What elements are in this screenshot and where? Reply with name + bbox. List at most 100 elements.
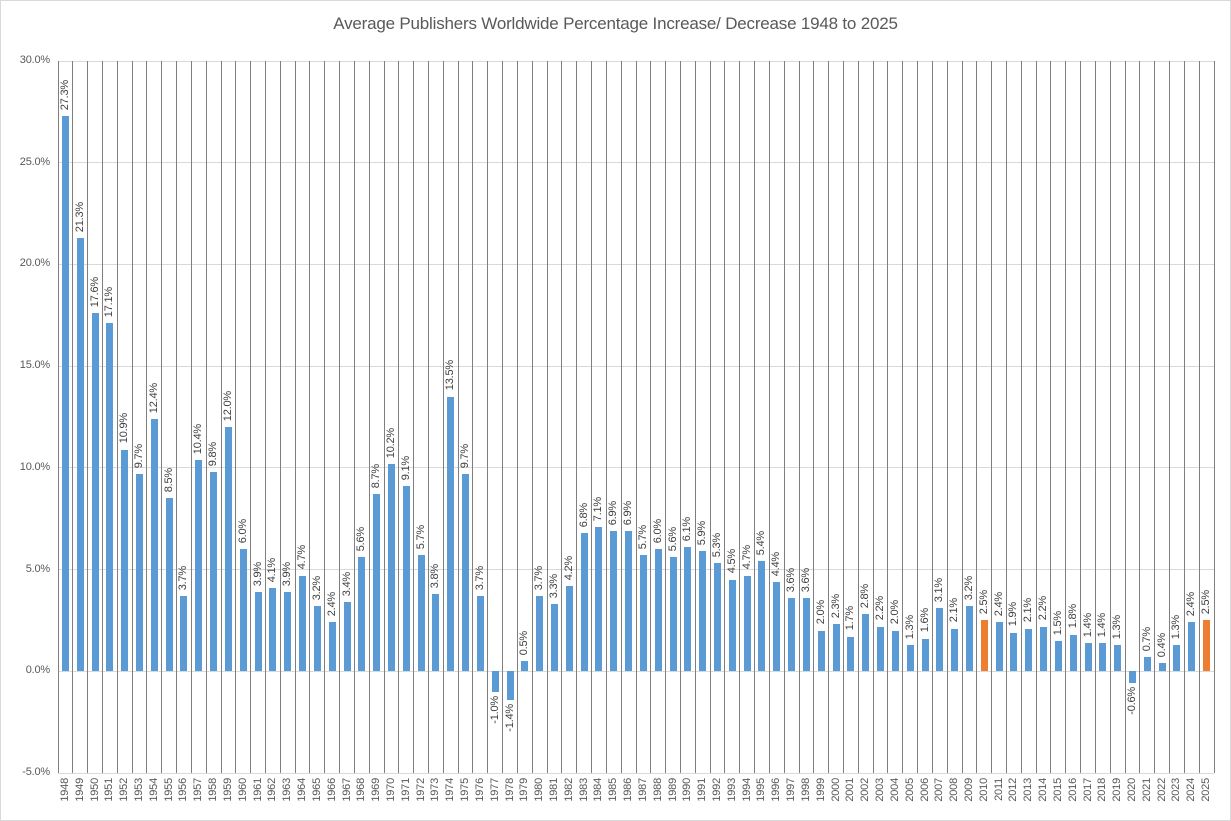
bar-value-label: 5.6%: [355, 527, 368, 552]
bar-2015: [1054, 640, 1062, 672]
gridline-vertical: [413, 61, 415, 773]
x-axis-tick-label: 2009: [962, 778, 975, 802]
bar-value-label: 2.4%: [992, 592, 1005, 617]
gridline-vertical: [650, 61, 652, 773]
x-axis-tick-label: 1969: [370, 778, 383, 802]
x-axis-tick-label: 1983: [577, 778, 590, 802]
bar-2007: [936, 608, 944, 672]
bar-2010: [980, 620, 988, 672]
bar-value-label: 2.0%: [814, 600, 827, 625]
bar-value-label: 10.9%: [118, 413, 131, 444]
bar-2016: [1069, 634, 1077, 672]
gridline-vertical: [946, 61, 948, 773]
bar-2019: [1114, 644, 1122, 672]
x-axis-tick-label: 1978: [503, 778, 516, 802]
gridline-vertical: [605, 61, 607, 773]
x-axis-tick-label: 2007: [933, 778, 946, 802]
gridline-vertical: [976, 61, 978, 773]
x-axis-tick-label: 1997: [785, 778, 798, 802]
x-axis-tick-label: 2003: [874, 778, 887, 802]
x-axis-tick-label: 1951: [103, 778, 116, 802]
y-axis-tick-label: -5.0%: [22, 766, 50, 778]
bar-value-label: 1.4%: [1081, 612, 1094, 637]
bar-1993: [728, 579, 736, 672]
x-axis-tick-label: 2011: [992, 778, 1005, 801]
gridline-vertical: [1198, 61, 1200, 773]
bar-1966: [328, 622, 336, 672]
bar-2000: [832, 624, 840, 672]
gridline-vertical: [220, 61, 222, 773]
x-axis-tick-label: 2024: [1185, 778, 1198, 802]
x-axis-tick-label: 1966: [325, 778, 338, 802]
bar-1948: [61, 115, 69, 672]
bar-value-label: 3.7%: [177, 565, 190, 591]
x-axis-tick-label: 1958: [207, 778, 220, 802]
bar-2020: [1128, 671, 1136, 684]
bar-value-label: 8.7%: [370, 464, 383, 489]
x-axis-tick-label: 1965: [310, 778, 323, 802]
bar-1990: [684, 547, 692, 672]
bar-2002: [862, 614, 870, 672]
x-axis-tick-label: 1993: [725, 778, 738, 802]
x-axis-tick-label: 2022: [1155, 778, 1168, 802]
bar-2014: [1040, 626, 1048, 672]
gridline-vertical: [116, 61, 118, 773]
bar-2003: [877, 626, 885, 672]
bar-value-label: 5.7%: [414, 525, 427, 550]
bar-2024: [1188, 622, 1196, 672]
bar-value-label: 2.0%: [888, 600, 901, 625]
x-axis-tick-label: 1989: [666, 778, 679, 802]
bar-value-label: 9.8%: [207, 441, 220, 466]
bar-value-label: 3.9%: [251, 561, 264, 586]
bar-value-label: 12.0%: [221, 390, 234, 422]
bar-1969: [373, 494, 381, 672]
gridline-vertical: [1094, 61, 1096, 773]
y-axis-tick-label: 30.0%: [19, 54, 50, 66]
bar-1988: [654, 549, 662, 672]
bar-value-label: 1.8%: [1066, 604, 1079, 629]
bar-2025: [1203, 620, 1211, 672]
y-axis-tick-label: 10.0%: [19, 460, 50, 473]
bar-2009: [965, 606, 973, 672]
x-axis-tick-label: 1954: [147, 778, 160, 802]
x-axis-tick-label: 1975: [459, 778, 472, 802]
y-axis-tick-label: 25.0%: [19, 155, 50, 168]
bar-1975: [462, 473, 470, 672]
x-axis-tick-label: 2006: [918, 778, 931, 802]
gridline-vertical: [161, 61, 163, 773]
bar-1956: [180, 596, 188, 672]
bar-1986: [625, 530, 633, 672]
gridline-vertical: [739, 61, 741, 773]
x-axis-tick-label: 2004: [888, 778, 901, 802]
bar-2023: [1173, 644, 1181, 672]
bar-2011: [995, 622, 1003, 672]
bar-2017: [1084, 642, 1092, 672]
x-axis-tick-label: 1980: [533, 778, 546, 802]
gridline-vertical: [264, 61, 266, 773]
bar-2018: [1099, 642, 1107, 672]
x-axis-tick-label: 1953: [133, 778, 145, 802]
bar-value-label: 7.1%: [592, 496, 605, 521]
bar-value-label: 6.9%: [622, 500, 635, 525]
bar-value-label: 8.5%: [162, 468, 175, 493]
gridline-vertical: [72, 61, 74, 773]
bar-1957: [195, 459, 203, 672]
gridline-vertical: [324, 61, 326, 773]
gridline-vertical: [131, 61, 133, 773]
bar-value-label: 0.4%: [1155, 632, 1168, 658]
bar-1973: [432, 593, 440, 672]
x-axis-tick-label: 2021: [1140, 778, 1153, 802]
x-axis-tick-label: 1996: [770, 778, 783, 802]
bar-2012: [1010, 632, 1018, 672]
gridline-vertical: [1050, 61, 1052, 773]
bar-value-label: 1.4%: [1096, 612, 1109, 637]
bar-1967: [343, 602, 351, 672]
bar-value-label: 4.7%: [740, 545, 753, 570]
gridline-vertical: [176, 61, 178, 773]
gridline-vertical: [679, 61, 681, 773]
bar-value-label: 0.7%: [1140, 626, 1153, 652]
gridline-vertical: [1065, 61, 1067, 773]
bar-value-label: 4.7%: [296, 545, 309, 570]
bar-1971: [402, 486, 410, 672]
x-axis-tick-label: 1991: [696, 778, 709, 802]
